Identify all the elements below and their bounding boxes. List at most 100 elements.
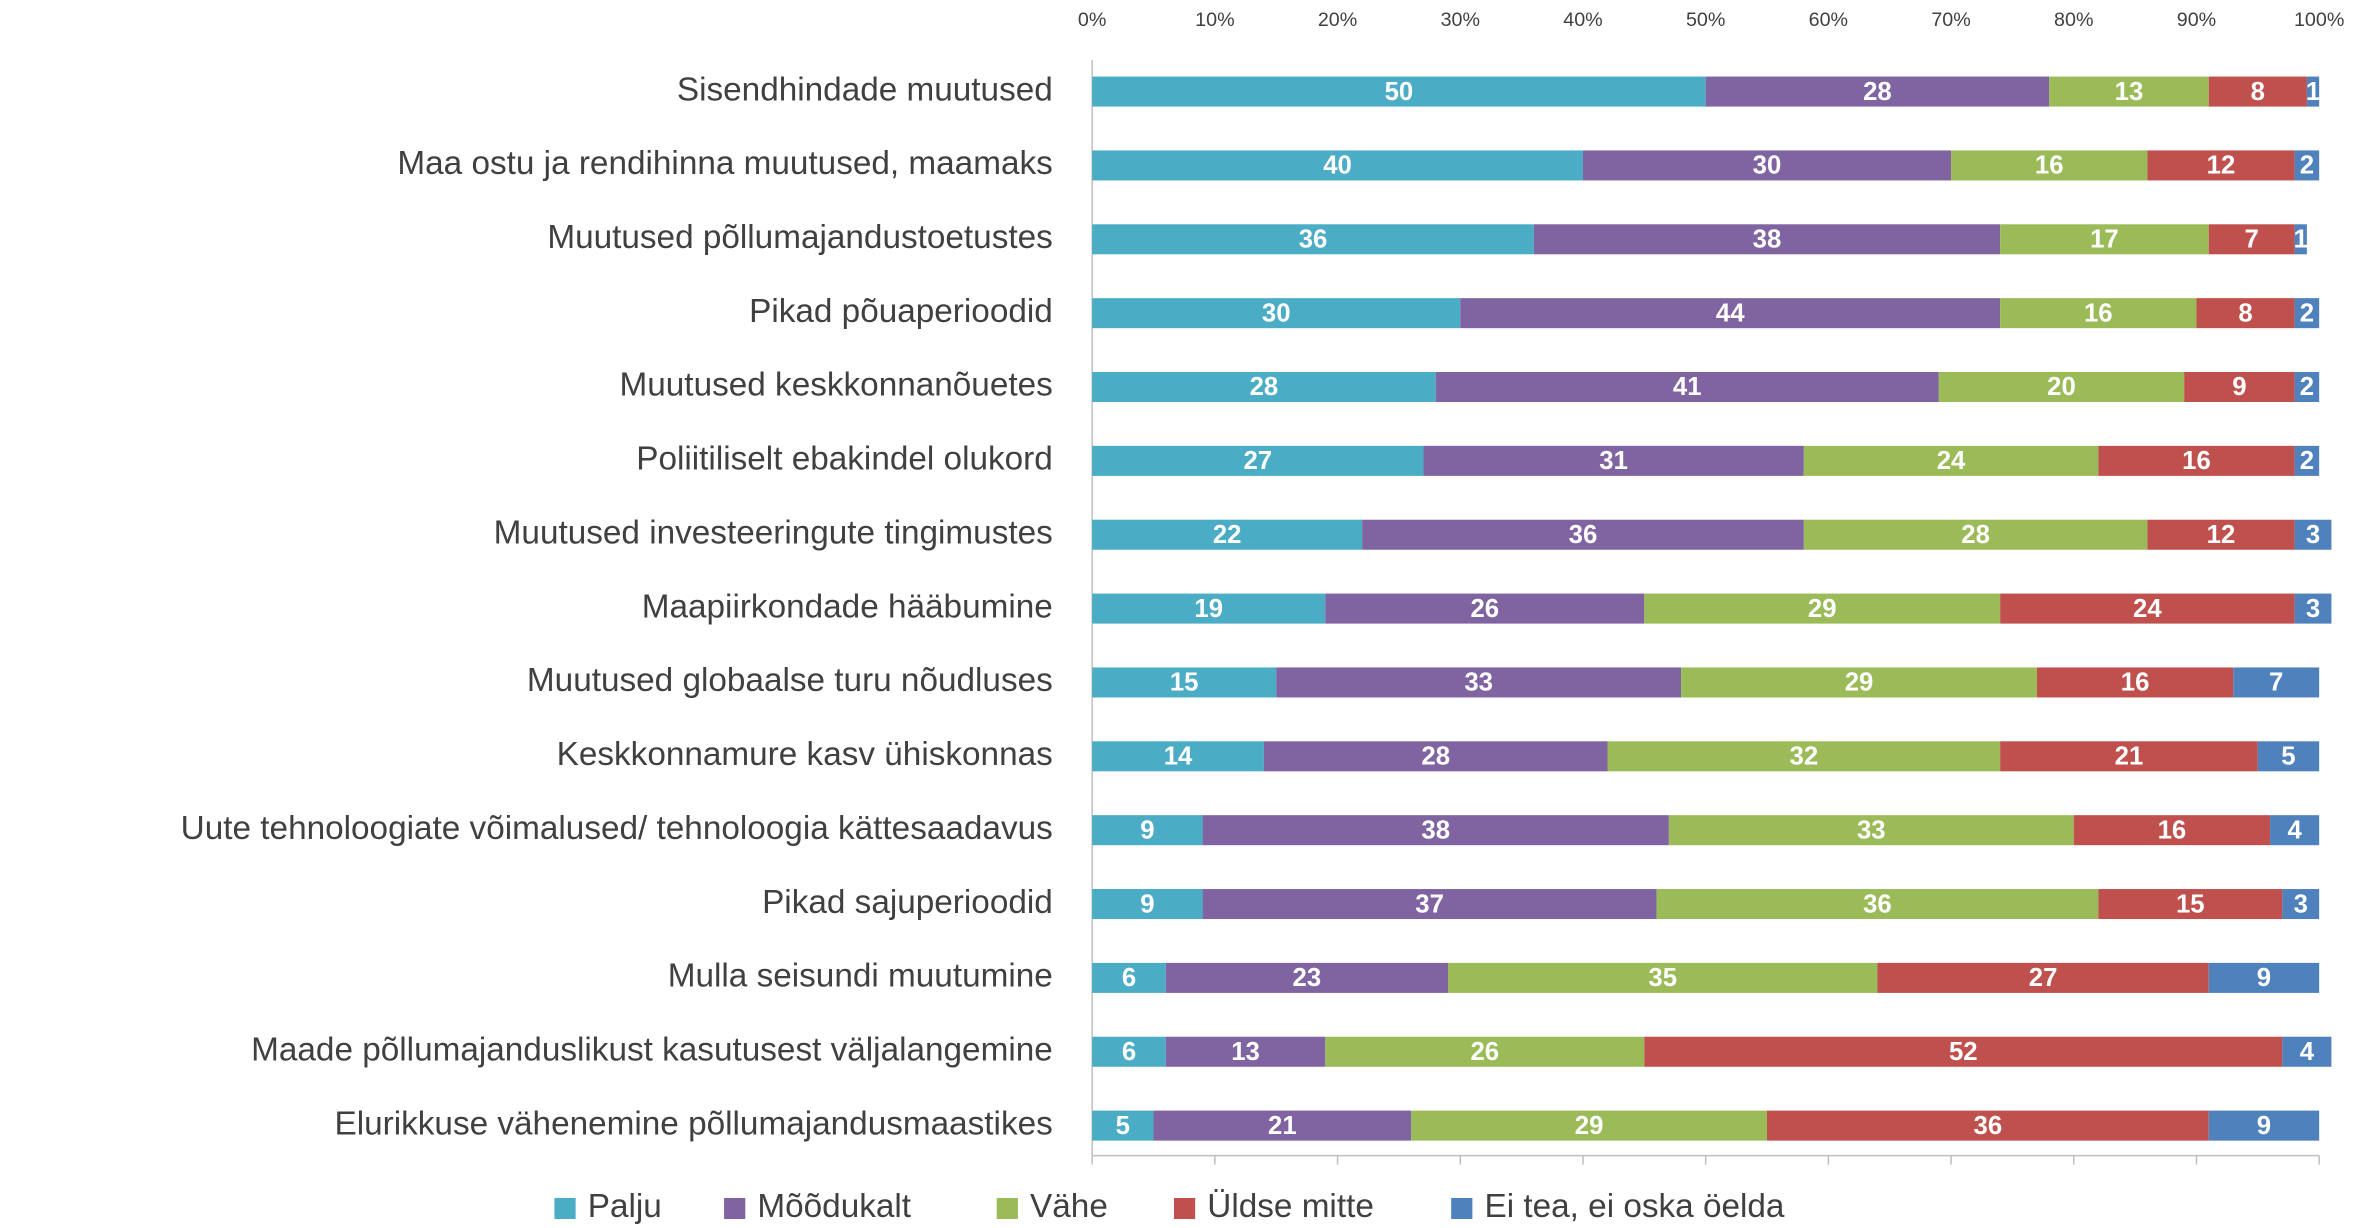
bar-segment <box>1644 593 2001 624</box>
bar-segment <box>2233 667 2320 698</box>
data-label: 13 <box>1231 1038 1260 1066</box>
data-label: 2 <box>2300 373 2314 401</box>
data-label: 9 <box>2257 964 2271 992</box>
bar-segment <box>2147 150 2295 181</box>
bar-segment <box>1325 593 1645 624</box>
bar-segment <box>2294 150 2320 181</box>
bar-segment <box>1362 519 1804 550</box>
x-tick-label: 60% <box>1809 9 1848 31</box>
data-label: 6 <box>1122 1038 1136 1066</box>
bar-segment <box>1092 445 1424 476</box>
bar-segment <box>1423 445 1804 476</box>
bar-segment <box>2208 962 2320 993</box>
data-label: 22 <box>1213 521 1242 549</box>
data-label: 17 <box>2090 226 2119 254</box>
data-label: 2 <box>2300 299 2314 327</box>
bar-segment <box>1092 815 1203 846</box>
x-tick-label: 40% <box>1563 9 1602 31</box>
bar-segment <box>2000 593 2295 624</box>
bar-segment <box>1153 1110 1412 1141</box>
bar-segment <box>1460 298 2001 329</box>
bar-segment <box>1202 815 1669 846</box>
x-tick-label: 30% <box>1441 9 1480 31</box>
bar-segment <box>1656 889 2099 920</box>
bar-segment <box>2208 1110 2320 1141</box>
data-label: 8 <box>2251 78 2265 106</box>
bar-segment <box>1582 150 1952 181</box>
bar-segment <box>2282 889 2320 920</box>
bar-segment <box>2270 815 2320 846</box>
bar-segment <box>1092 593 1326 624</box>
data-label: 35 <box>1648 964 1677 992</box>
data-label: 1 <box>2306 78 2320 106</box>
data-label: 36 <box>1569 521 1598 549</box>
bar-segment <box>1092 1110 1154 1141</box>
data-label: 28 <box>1250 373 1279 401</box>
category-label: Muutused investeeringute tingimustes <box>494 515 1053 552</box>
bar-segment <box>1092 889 1203 920</box>
data-label: 28 <box>1961 521 1990 549</box>
bar-segment <box>2000 741 2258 772</box>
data-label: 24 <box>1937 447 1966 475</box>
category-label: Sisendhindade muutused <box>677 71 1053 108</box>
bar-segment <box>2294 593 2332 624</box>
data-label: 37 <box>1415 890 1444 918</box>
bar-segment <box>1607 741 2001 772</box>
bar-segment <box>1092 150 1583 181</box>
bar-segment <box>1803 445 2099 476</box>
data-label: 27 <box>1243 447 1272 475</box>
bar-segment <box>1644 1036 2283 1067</box>
bar-segment <box>1092 298 1461 329</box>
data-label: 3 <box>2306 521 2320 549</box>
legend-swatch <box>554 1197 576 1219</box>
bar-segment <box>1803 519 2148 550</box>
data-label: 28 <box>1421 743 1450 771</box>
legend-label: Palju <box>588 1188 662 1225</box>
data-label: 9 <box>2232 373 2246 401</box>
bar-segment <box>2073 815 2271 846</box>
bar-segment <box>1092 372 1436 403</box>
x-tick-label: 0% <box>1078 9 1106 31</box>
data-label: 4 <box>2287 817 2302 845</box>
x-tick-label: 10% <box>1195 9 1234 31</box>
data-label: 7 <box>2245 226 2259 254</box>
data-label: 13 <box>2115 78 2144 106</box>
data-label: 1 <box>2294 226 2308 254</box>
bar-segment <box>2000 224 2209 255</box>
data-label: 5 <box>2281 743 2295 771</box>
x-tick-label: 70% <box>1931 9 1970 31</box>
bar-segment <box>2098 889 2283 920</box>
bar-segment <box>1092 667 1277 698</box>
data-label: 16 <box>2182 447 2211 475</box>
x-tick-label: 100% <box>2294 9 2344 31</box>
data-label: 29 <box>1575 1112 1604 1140</box>
data-label: 3 <box>2306 595 2320 623</box>
bar-segment <box>2184 372 2295 403</box>
data-label: 4 <box>2300 1038 2315 1066</box>
bar-segment <box>2294 298 2320 329</box>
data-label: 8 <box>2238 299 2252 327</box>
data-label: 26 <box>1470 595 1499 623</box>
data-label: 6 <box>1122 964 1136 992</box>
data-label: 33 <box>1857 817 1886 845</box>
x-tick-label: 20% <box>1318 9 1357 31</box>
bar-segment <box>2306 76 2320 107</box>
data-label: 20 <box>2047 373 2076 401</box>
category-label: Mulla seisundi muutumine <box>668 958 1053 995</box>
data-label: 19 <box>1194 595 1223 623</box>
data-label: 5 <box>1116 1112 1130 1140</box>
bar-segment <box>1533 224 2001 255</box>
data-label: 12 <box>2207 152 2236 180</box>
category-label: Muutused põllumajandustoetustes <box>547 219 1052 256</box>
data-label: 50 <box>1385 78 1414 106</box>
data-label: 27 <box>2029 964 2058 992</box>
legend-swatch <box>996 1197 1018 1219</box>
data-label: 16 <box>2084 299 2113 327</box>
bar-segment <box>2000 298 2197 329</box>
data-label: 38 <box>1421 817 1450 845</box>
bar-segment <box>1705 76 2050 107</box>
bar-segment <box>1435 372 1939 403</box>
data-label: 3 <box>2294 890 2308 918</box>
data-label: 30 <box>1753 152 1782 180</box>
bar-segment <box>2294 224 2307 255</box>
